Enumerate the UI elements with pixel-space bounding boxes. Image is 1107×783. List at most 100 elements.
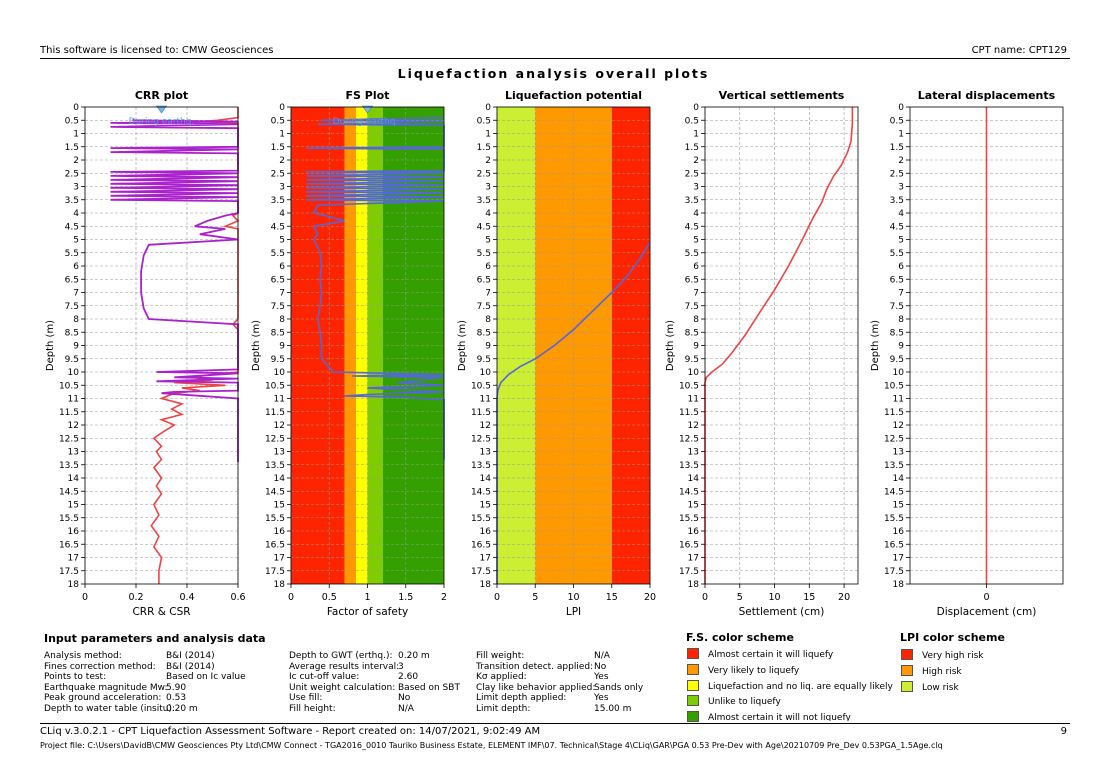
y-tick-label: 14 — [688, 474, 700, 484]
page-number: 9 — [1060, 726, 1067, 737]
param-value: Yes — [594, 672, 609, 683]
y-tick-label: 11.5 — [265, 408, 285, 418]
y-tick-label: 1 — [485, 130, 491, 140]
y-tick-label: 5.5 — [65, 249, 79, 259]
y-tick-label: 16 — [688, 527, 700, 537]
x-tick-label: 0 — [702, 592, 708, 603]
y-tick-label: 0 — [279, 103, 285, 113]
param-value: 5.90 — [166, 682, 187, 693]
y-tick-label: 16 — [893, 527, 905, 537]
y-tick-label: 15.5 — [884, 514, 904, 524]
y-tick-label: 1 — [898, 130, 904, 140]
y-tick-label: 5.5 — [890, 249, 904, 259]
param-label: Clay like behavior applied: — [476, 682, 596, 693]
y-tick-label: 0 — [898, 103, 904, 113]
y-tick-label: 2.5 — [685, 169, 699, 179]
y-tick-label: 17.5 — [679, 567, 699, 577]
param-label: Unit weight calculation: — [289, 682, 396, 693]
x-tick-label: 5 — [532, 592, 538, 603]
y-tick-label: 9 — [485, 342, 491, 352]
param-label: Depth to water table (insitu): — [44, 704, 176, 714]
y-tick-label: 6 — [485, 262, 491, 272]
y-tick-label: 8 — [73, 315, 79, 325]
param-value: No — [398, 693, 411, 704]
y-tick-label: 10 — [274, 368, 286, 378]
y-tick-label: 5.5 — [271, 249, 285, 259]
x-tick-label: 10 — [567, 592, 579, 603]
chart-title: Liquefaction potential — [505, 89, 642, 102]
y-tick-label: 3 — [693, 183, 699, 193]
y-tick-label: 12.5 — [884, 434, 904, 444]
param-value: 0.20 m — [398, 651, 430, 661]
y-tick-label: 2.5 — [65, 169, 79, 179]
y-tick-label: 5.5 — [477, 249, 491, 259]
y-axis-label: Depth (m) — [251, 320, 262, 371]
y-tick-label: 3 — [279, 183, 285, 193]
y-tick-label: 11.5 — [884, 408, 904, 418]
y-tick-label: 6.5 — [65, 275, 79, 285]
y-tick-label: 6.5 — [890, 275, 904, 285]
y-tick-label: 2.5 — [271, 169, 285, 179]
y-tick-label: 10.5 — [59, 381, 79, 391]
y-tick-label: 14.5 — [884, 487, 904, 497]
x-tick-label: 0.5 — [322, 592, 337, 603]
y-tick-label: 4 — [898, 209, 904, 219]
y-tick-label: 9.5 — [685, 355, 699, 365]
param-label: Ic cut-off value: — [289, 672, 360, 683]
y-tick-label: 13 — [480, 448, 491, 458]
y-tick-label: 0 — [693, 103, 699, 113]
y-tick-label: 6 — [73, 262, 79, 272]
legend-swatch — [687, 711, 699, 723]
y-tick-label: 7 — [73, 289, 79, 299]
x-tick-label: 20 — [838, 592, 850, 603]
y-axis-label: Depth (m) — [870, 320, 881, 371]
y-tick-label: 14 — [68, 474, 80, 484]
y-tick-label: 12.5 — [265, 434, 285, 444]
y-tick-label: 10 — [893, 368, 905, 378]
legend-label: Almost certain it will liquefy — [708, 650, 834, 660]
y-tick-label: 4 — [485, 209, 491, 219]
y-tick-label: 11 — [688, 395, 699, 405]
x-tick-label: 1.5 — [398, 592, 413, 603]
y-tick-label: 0.5 — [65, 116, 79, 126]
legend-swatch — [901, 649, 913, 660]
y-tick-label: 4.5 — [890, 222, 904, 232]
annotation-label: During earthq. — [129, 117, 195, 127]
y-tick-label: 9 — [693, 342, 699, 352]
x-axis-label: Settlement (cm) — [739, 606, 825, 618]
y-tick-label: 7 — [693, 289, 699, 299]
legend-label: Liquefaction and no liq. are equally lik… — [708, 681, 893, 692]
y-tick-label: 7 — [898, 289, 904, 299]
y-axis-label: Depth (m) — [665, 320, 676, 371]
series-line-settlement — [704, 107, 854, 584]
y-tick-label: 10.5 — [265, 381, 285, 391]
x-tick-label: 0.2 — [128, 592, 143, 603]
y-tick-label: 10.5 — [471, 381, 491, 391]
chart-2: Liquefaction potential00.511.522.533.544… — [457, 89, 656, 618]
y-tick-label: 1.5 — [685, 143, 699, 153]
param-label: Kσ applied: — [476, 672, 527, 683]
water-table-marker — [155, 105, 168, 114]
y-tick-label: 15 — [274, 501, 285, 511]
x-tick-label: 0.6 — [230, 592, 245, 603]
x-tick-label: 5 — [737, 592, 743, 603]
y-tick-label: 5 — [898, 236, 904, 246]
chart-4: Lateral displacements00.511.522.533.544.… — [870, 89, 1064, 618]
chart-title: Lateral displacements — [918, 89, 1056, 102]
y-tick-label: 12.5 — [471, 434, 491, 444]
param-value: 15.00 m — [594, 704, 632, 714]
y-tick-label: 9 — [73, 342, 79, 352]
y-tick-label: 2 — [898, 156, 904, 166]
annotation-label: During earthq. — [333, 117, 399, 127]
y-tick-label: 12 — [688, 421, 699, 431]
param-label: Depth to GWT (erthq.): — [289, 651, 393, 661]
y-tick-label: 17 — [893, 554, 904, 564]
y-tick-label: 3.5 — [685, 196, 699, 206]
y-tick-label: 11 — [480, 395, 491, 405]
y-tick-label: 8.5 — [685, 328, 699, 338]
y-tick-label: 2.5 — [890, 169, 904, 179]
fs-scheme-title: F.S. color scheme — [686, 631, 794, 644]
y-tick-label: 1 — [693, 130, 699, 140]
y-tick-label: 12 — [68, 421, 79, 431]
y-tick-label: 16 — [480, 527, 492, 537]
